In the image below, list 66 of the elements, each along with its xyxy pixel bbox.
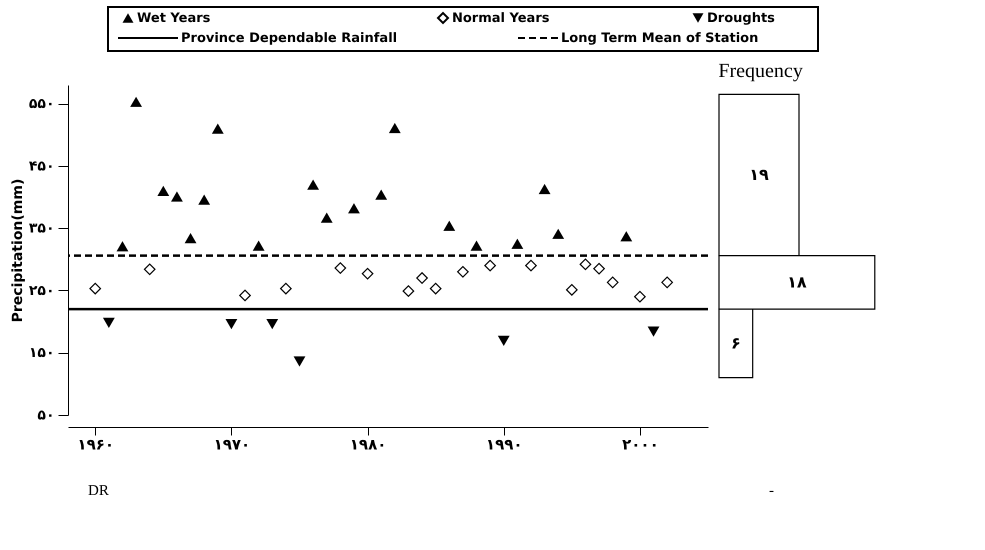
point: [580, 258, 592, 270]
point: [252, 240, 265, 251]
x-tick-label: ۲۰۰۰: [622, 436, 659, 454]
y-tick-label: ۵۵۰: [28, 96, 54, 112]
point: [402, 285, 414, 297]
y-tick-label: ۳۵۰: [28, 220, 54, 237]
y-tick-label: ۴۵۰: [28, 158, 54, 174]
point: [334, 262, 346, 274]
point: [225, 318, 238, 330]
point: [102, 318, 115, 328]
point: [116, 241, 128, 252]
point: [362, 268, 374, 280]
point: [606, 276, 619, 288]
point: [320, 212, 333, 223]
data-label: ۶: [730, 333, 741, 352]
point: [294, 356, 306, 367]
legend-label: Droughts: [707, 11, 776, 26]
point: [348, 203, 360, 214]
point: [266, 318, 278, 330]
point: [620, 231, 632, 242]
x-tick-label: ۱۹۸۰: [350, 436, 386, 454]
point: [470, 240, 482, 251]
x-tick-label: ۱۹۷۰: [214, 436, 250, 454]
legend-label: Wet Years: [137, 11, 211, 26]
point: [307, 180, 320, 190]
text: -: [769, 483, 774, 499]
point: [552, 228, 564, 239]
point: [375, 189, 388, 200]
text: Frequency: [718, 60, 803, 82]
point: [144, 263, 156, 276]
point: [566, 284, 578, 296]
legend-label: Normal Years: [452, 11, 550, 26]
y-tick-label: ۱۵۰: [28, 345, 54, 362]
text: DR: [88, 483, 109, 499]
point: [212, 123, 224, 134]
point: [538, 184, 551, 194]
legend-label: Long Term Mean of Station: [561, 31, 758, 46]
point: [280, 282, 292, 294]
point: [661, 276, 673, 288]
point: [388, 122, 401, 134]
legend-label: Province Dependable Rainfall: [181, 31, 398, 46]
data-label: ۱۸: [787, 272, 807, 292]
point: [198, 194, 210, 205]
point: [239, 290, 251, 302]
point: [525, 260, 537, 272]
y-tick-label: ۲۵۰: [28, 282, 54, 299]
point: [511, 238, 524, 249]
point: [130, 96, 142, 107]
x-tick-label: ۱۹۹۰: [486, 436, 523, 454]
point: [484, 260, 496, 272]
point: [443, 220, 456, 231]
point: [157, 186, 170, 196]
point: [457, 266, 469, 278]
point: [184, 233, 196, 244]
data-label: ۱۹: [749, 164, 769, 184]
point: [89, 282, 102, 294]
point: [634, 290, 646, 303]
point: [416, 272, 428, 284]
x-tick-label: ۱۹۶۰: [77, 436, 114, 454]
point: [430, 282, 442, 294]
point: [171, 191, 183, 202]
point: [648, 326, 660, 337]
point: [498, 336, 510, 346]
y-tick-label: ۵۰: [37, 408, 54, 424]
y-axis-title: Precipitation(mm): [10, 178, 26, 322]
point: [593, 262, 605, 275]
